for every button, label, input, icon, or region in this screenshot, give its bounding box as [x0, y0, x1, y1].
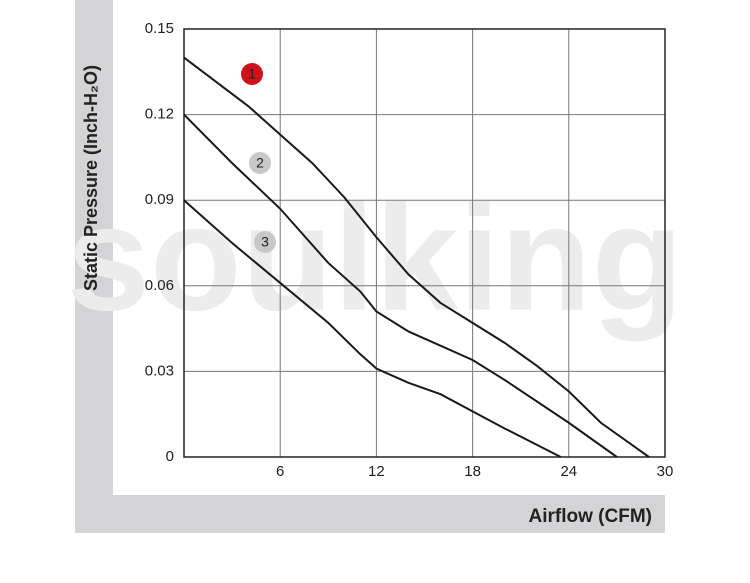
curve [183, 113, 618, 458]
curve-badge [241, 63, 263, 85]
x-tick-label: 24 [560, 463, 577, 480]
curve-badge [254, 231, 276, 253]
y-tick-label: 0.15 [145, 20, 174, 37]
x-tick-label: 6 [276, 463, 284, 480]
curve [183, 199, 562, 458]
x-tick-label: 30 [657, 463, 674, 480]
curve-label: 3 [261, 234, 269, 250]
curve [183, 56, 650, 458]
y-axis-title: Static Pressure (Inch-H₂O) [81, 65, 101, 291]
y-tick-label: 0.03 [145, 362, 174, 379]
y-tick-label: 0.12 [145, 106, 174, 123]
y-tick-label: 0.06 [145, 277, 174, 294]
curve-label: 1 [248, 66, 256, 82]
curve-label: 2 [256, 155, 264, 171]
plot-border [183, 28, 666, 458]
x-tick-label: 18 [464, 463, 481, 480]
x-tick-label: 12 [368, 463, 385, 480]
x-axis-title: Airflow (CFM) [529, 506, 652, 527]
y-tick-label: 0.09 [145, 191, 174, 208]
frame-bottom [75, 495, 665, 533]
curve-badge [249, 152, 271, 174]
y-tick-label: 0 [166, 448, 174, 465]
watermark: soulking [67, 174, 684, 342]
frame-left [75, 0, 113, 533]
